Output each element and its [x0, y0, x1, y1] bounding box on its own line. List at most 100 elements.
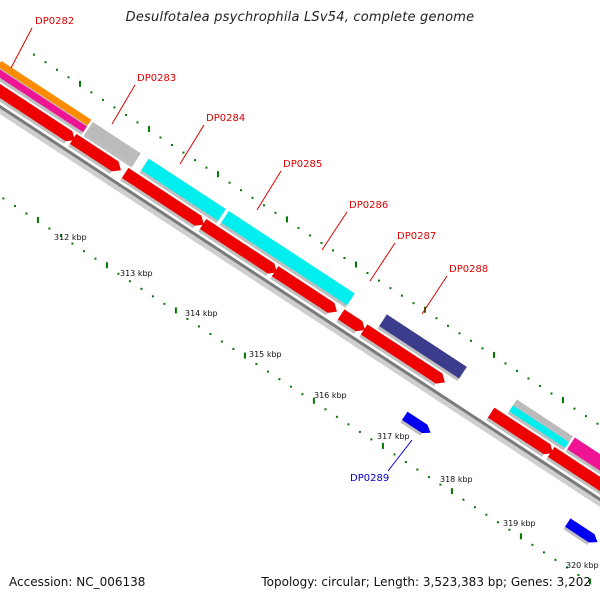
- cds-arrow-shade: [0, 98, 66, 144]
- tick-mark: [301, 393, 304, 396]
- backbone-shadow: [0, 106, 600, 508]
- tick-mark: [151, 295, 154, 298]
- gene-label: DP0283: [137, 73, 176, 84]
- tick-mark: [2, 197, 5, 200]
- cog-bar: [379, 314, 467, 379]
- tick-mark: [163, 302, 166, 305]
- reverse-cds-arrow: [564, 518, 598, 543]
- tick-mark: [186, 317, 189, 320]
- cog-bar: [0, 69, 87, 133]
- cog-bar-shade: [83, 133, 134, 168]
- tick-mark: [124, 113, 127, 116]
- reverse-cds-arrow-shade: [400, 419, 422, 436]
- scale-label: 313 kbp: [120, 269, 153, 278]
- scale-label: 316 kbp: [314, 391, 347, 400]
- tick-mark: [128, 280, 131, 283]
- tick-mark: [331, 249, 334, 252]
- reverse-feature-row: [400, 411, 598, 545]
- tick-mark: [596, 422, 599, 425]
- tick-mark: [274, 211, 277, 214]
- tick-mark: [527, 377, 530, 380]
- tick-mark: [588, 578, 591, 585]
- gene-labels: DP0282 DP0283 DP0284 DP0285 DP0286 DP0287 DP02…: [10, 16, 488, 484]
- cds-arrow: [121, 167, 204, 226]
- tick-mark: [101, 98, 104, 101]
- scale-label: 312 kbp: [54, 233, 87, 242]
- tick-mark: [94, 257, 97, 260]
- cds-arrow-shade: [68, 143, 112, 174]
- tick-mark: [205, 166, 208, 169]
- cds-arrow-shade: [546, 456, 600, 495]
- cds-arrow: [271, 266, 337, 313]
- map-title: Desulfotalea psychrophila LSv54, complet…: [125, 10, 475, 25]
- gene-callout-line: [421, 275, 448, 315]
- cds-arrow: [360, 324, 445, 384]
- tick-mark: [519, 533, 522, 540]
- tick-mark: [71, 242, 74, 245]
- tick-mark: [446, 324, 449, 327]
- tick-mark: [515, 369, 518, 372]
- cds-arrow: [547, 446, 600, 492]
- gene-label: DP0289: [350, 473, 389, 484]
- gene-callout-line: [111, 84, 136, 125]
- tick-mark: [496, 521, 499, 524]
- cds-arrow-shade: [359, 334, 436, 387]
- tick-mark: [209, 332, 212, 335]
- gene-label: DP0286: [349, 200, 388, 211]
- scale-label: 315 kbp: [249, 350, 282, 359]
- tick-mark: [370, 438, 373, 441]
- tick-mark: [473, 506, 476, 509]
- cds-arrow-shade: [198, 229, 268, 277]
- tick-mark: [343, 257, 346, 260]
- cds-arrow: [487, 407, 553, 455]
- tick-mark: [243, 352, 246, 359]
- scale-label: 319 kbp: [503, 519, 536, 528]
- tick-mark: [13, 204, 16, 207]
- gene-callout-line: [256, 170, 282, 211]
- tick-mark: [232, 348, 235, 351]
- cog-bar: [513, 399, 573, 442]
- tick-mark: [550, 392, 553, 395]
- tick-mark: [239, 189, 242, 192]
- tick-mark: [377, 279, 380, 282]
- scale-label: 317 kbp: [377, 432, 410, 441]
- cog-bar: [0, 60, 92, 126]
- cog-bar-shade: [565, 449, 600, 475]
- tick-mark: [561, 397, 564, 404]
- tick-mark: [554, 558, 557, 561]
- tick-mark: [320, 241, 323, 244]
- cog-bar: [509, 405, 569, 448]
- tick-mark: [508, 528, 511, 531]
- gene-callout-line: [10, 27, 33, 69]
- tick-mark: [216, 171, 219, 178]
- tick-mark: [481, 347, 484, 350]
- tick-mark: [36, 217, 39, 224]
- tick-mark: [358, 430, 361, 433]
- gene-label: DP0282: [35, 16, 74, 27]
- tick-mark: [266, 370, 269, 373]
- cog-bar: [221, 210, 355, 306]
- scale-label: 314 kbp: [185, 309, 218, 318]
- tick-mark: [584, 415, 587, 418]
- tick-mark: [389, 287, 392, 290]
- tick-mark: [416, 468, 419, 471]
- cds-arrow: [0, 83, 75, 142]
- tick-mark: [136, 121, 139, 124]
- reverse-cds-arrow: [401, 411, 431, 434]
- tick-mark: [140, 287, 143, 290]
- tick-mark: [289, 385, 292, 388]
- tick-mark: [220, 340, 223, 343]
- tick-mark: [48, 227, 51, 230]
- tick-mark: [197, 325, 200, 328]
- scale-label: 320 kbp: [566, 561, 599, 570]
- tick-mark: [170, 144, 173, 147]
- tick-mark: [67, 76, 70, 79]
- tick-mark: [439, 483, 442, 486]
- tick-mark: [147, 125, 150, 132]
- tick-mark: [542, 551, 545, 554]
- tick-mark: [469, 339, 472, 342]
- tick-mark: [577, 573, 580, 576]
- tick-mark: [492, 351, 495, 358]
